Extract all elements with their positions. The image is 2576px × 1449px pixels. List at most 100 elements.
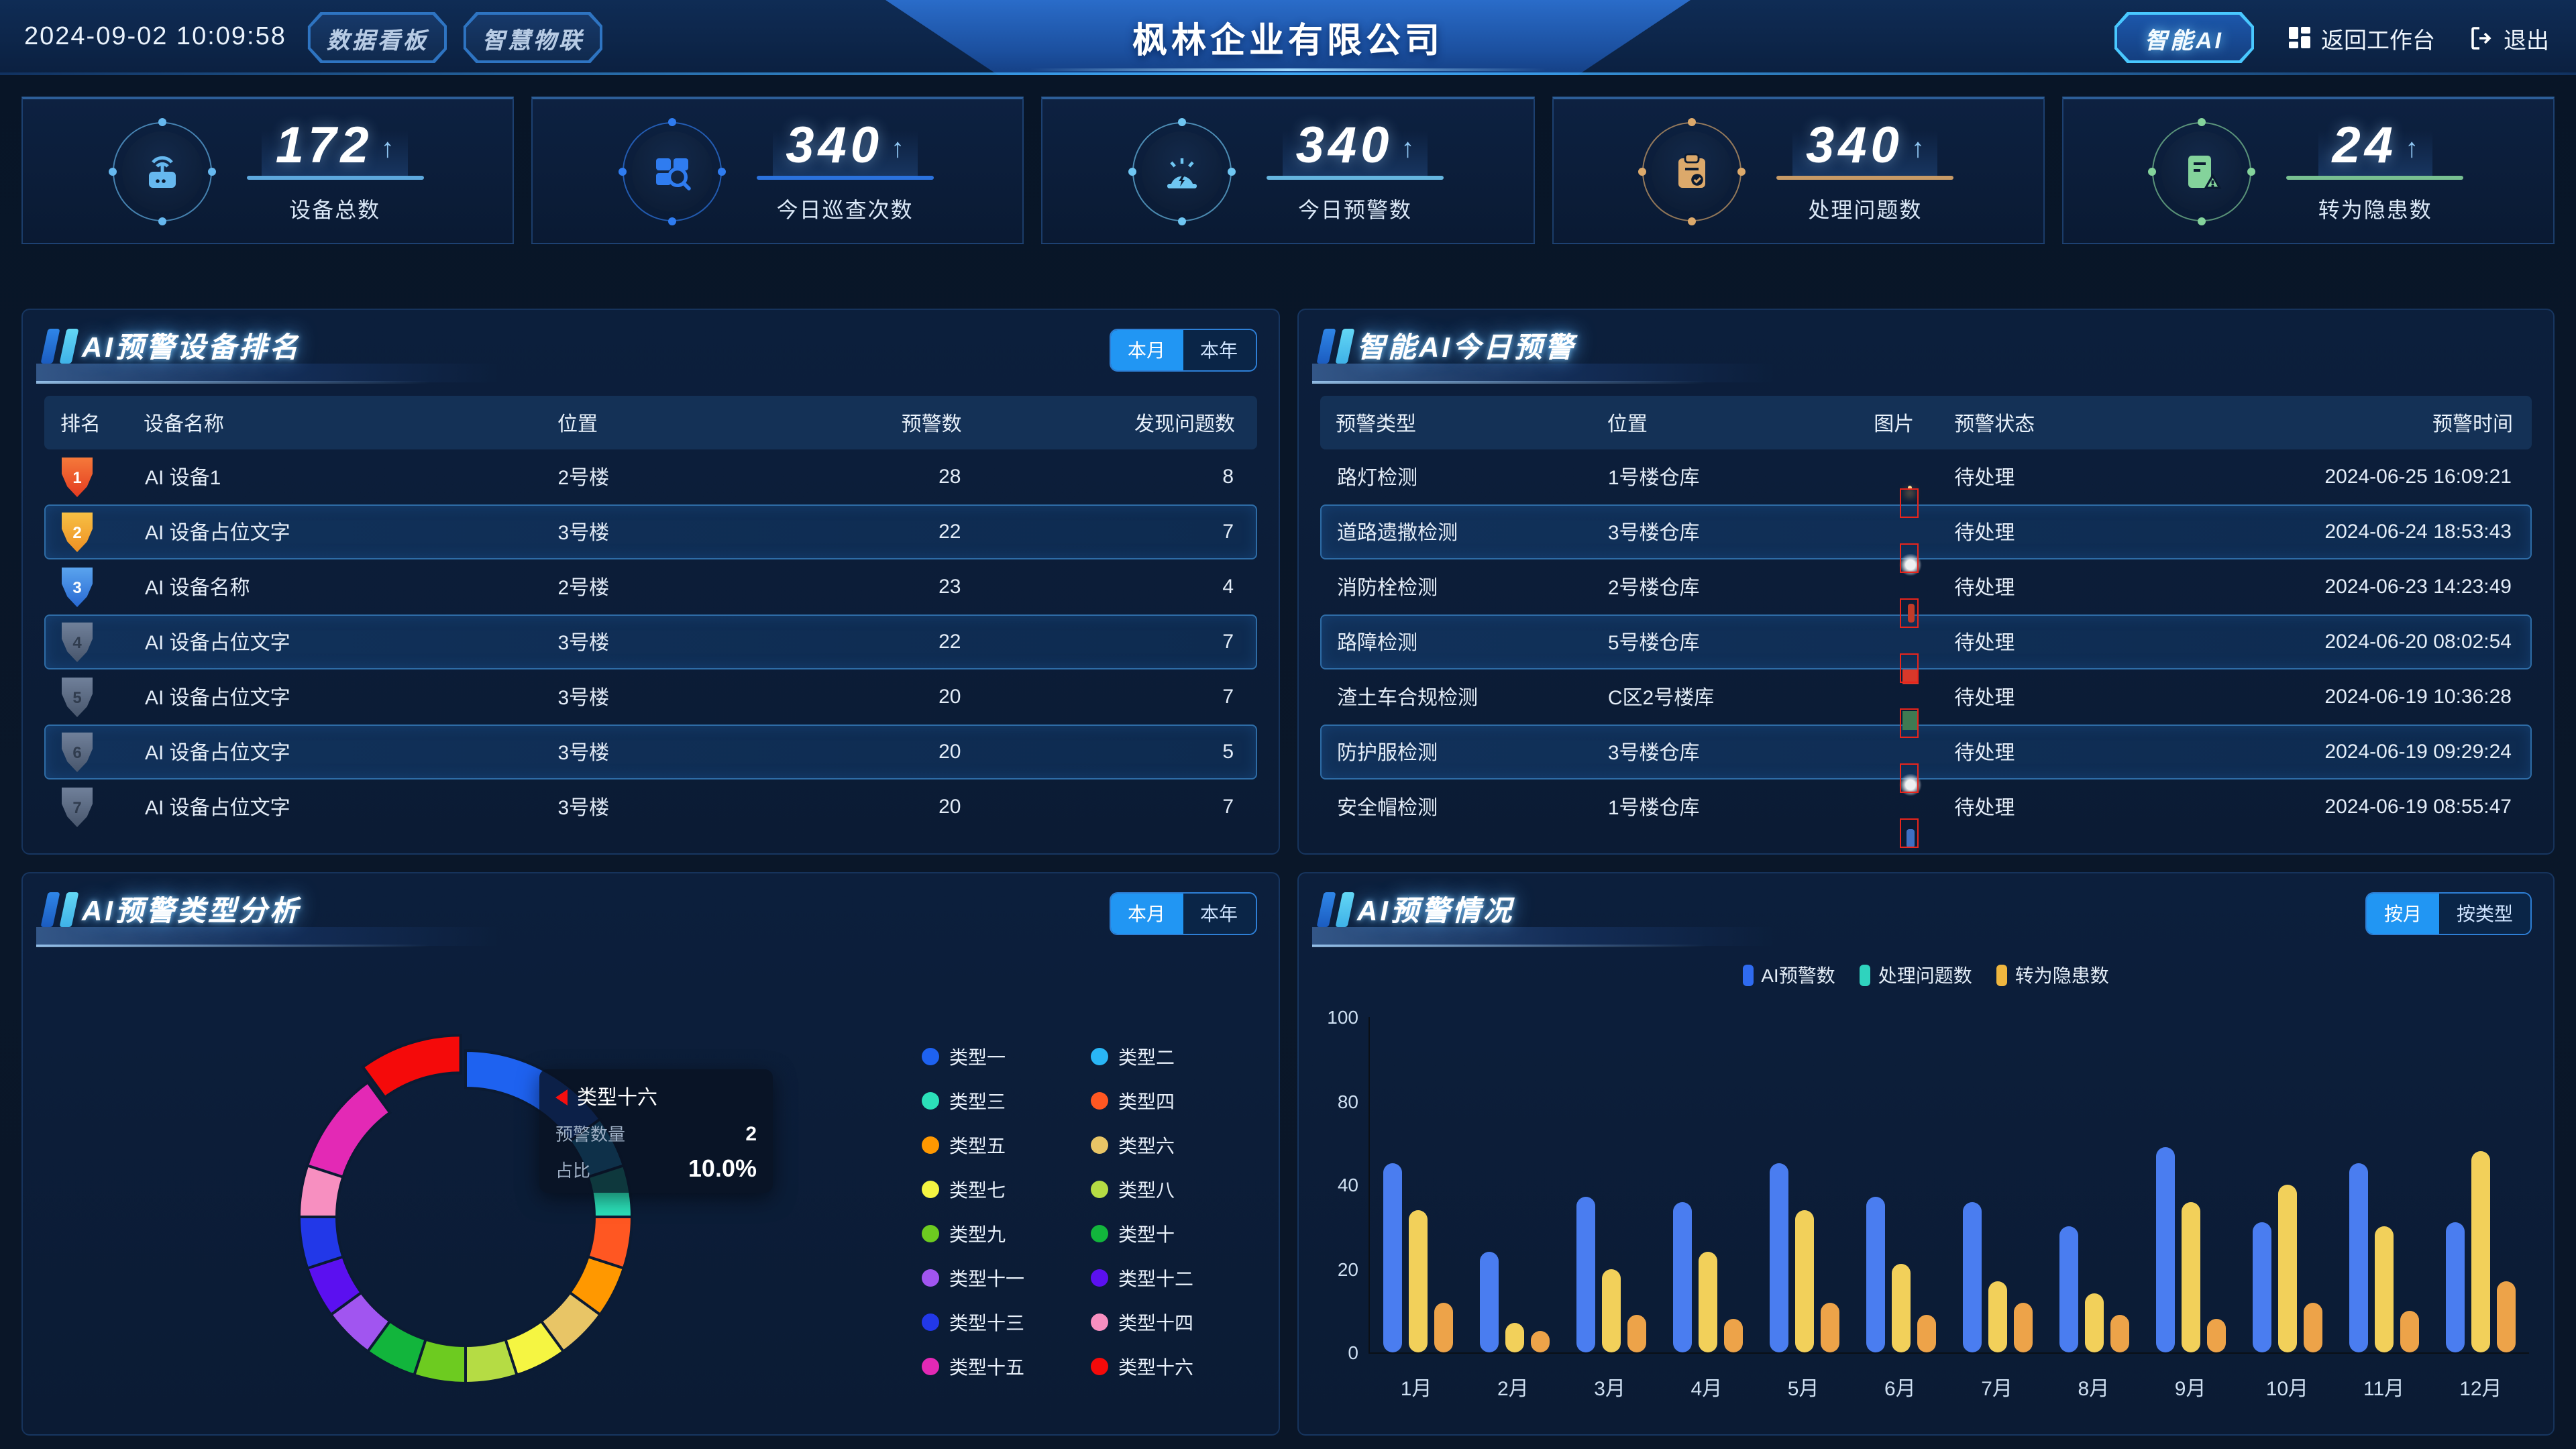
up-arrow-icon: ↑ [1401, 133, 1415, 163]
clipboard-icon [1652, 131, 1733, 211]
bar-AI预警数[interactable] [2252, 1222, 2271, 1352]
nav-button-data-board[interactable]: 数据看板 [307, 12, 447, 63]
bar-转为隐患数[interactable] [2400, 1310, 2419, 1352]
bar-AI预警数[interactable] [1769, 1163, 1788, 1352]
table-row[interactable]: 道路遗撒检测 3号楼仓库 待处理 2024-06-24 18:53:43 [1320, 504, 2532, 572]
table-row[interactable]: 7 AI 设备占位文字 3号楼 20 7 [44, 780, 1256, 835]
legend-item[interactable]: 类型六 [1090, 1123, 1248, 1167]
bar-AI预警数[interactable] [1866, 1197, 1885, 1352]
stat-label: 处理问题数 [1808, 199, 1923, 222]
legend-item[interactable]: 类型四 [1090, 1079, 1248, 1123]
bar-AI预警数[interactable] [2155, 1146, 2175, 1352]
tab-overview-0[interactable]: 按月 [2367, 894, 2439, 934]
bar-处理问题数[interactable] [1698, 1252, 1717, 1352]
legend-item[interactable]: 类型十六 [1090, 1344, 1248, 1389]
bar-AI预警数[interactable] [2446, 1222, 2465, 1352]
legend-item[interactable]: 类型十 [1090, 1212, 1248, 1256]
smart-ai-inner: 智能AI [2117, 15, 2251, 60]
logout-link[interactable]: 退出 [2470, 21, 2549, 54]
legend-item[interactable]: 类型九 [921, 1212, 1079, 1256]
bar-转为隐患数[interactable] [2497, 1281, 2516, 1352]
bar-转为隐患数[interactable] [1917, 1314, 1936, 1352]
legend-item[interactable]: 类型十四 [1090, 1300, 1248, 1344]
bar-转为隐患数[interactable] [1434, 1302, 1453, 1352]
bar-AI预警数[interactable] [1672, 1201, 1692, 1352]
bar-处理问题数[interactable] [2181, 1201, 2200, 1352]
bar-处理问题数[interactable] [2374, 1226, 2394, 1352]
stat-card: 340 ↑ 今日预警数 [1041, 97, 1535, 244]
legend-item[interactable]: 类型十一 [921, 1256, 1079, 1300]
bar-AI预警数[interactable] [1383, 1163, 1402, 1352]
workbench-label: 返回工作台 [2321, 28, 2435, 53]
warning-count: 20 [938, 796, 961, 818]
legend-item[interactable]: 类型二 [1090, 1034, 1248, 1079]
legend-label: 类型六 [1118, 1134, 1175, 1156]
workbench-grid-icon [2289, 27, 2310, 48]
bar-转为隐患数[interactable] [2206, 1319, 2226, 1352]
table-row[interactable]: 2 AI 设备占位文字 3号楼 22 7 [44, 504, 1256, 559]
bar-处理问题数[interactable] [2277, 1185, 2297, 1352]
ranking-period-tabs: 本月 本年 [1109, 329, 1256, 372]
table-row[interactable]: 5 AI 设备占位文字 3号楼 20 7 [44, 669, 1256, 724]
table-row[interactable]: 安全帽检测 1号楼仓库 待处理 2024-06-19 08:55:47 [1320, 780, 2532, 847]
warning-location: C区2号楼库 [1607, 687, 1715, 710]
bar-处理问题数[interactable] [1794, 1210, 1814, 1352]
donut-slice-类型十五[interactable] [305, 1080, 392, 1179]
donut-chart[interactable] [251, 1002, 680, 1432]
bar-转为隐患数[interactable] [2303, 1302, 2322, 1352]
legend-item[interactable]: 转为隐患数 [1996, 962, 2109, 989]
tab-ranking-0[interactable]: 本月 [1110, 330, 1183, 370]
legend-item[interactable]: 处理问题数 [1859, 962, 1972, 989]
table-row[interactable]: 1 AI 设备1 2号楼 28 8 [44, 449, 1256, 504]
table-row[interactable]: 渣土车合规检测 C区2号楼库 待处理 2024-06-19 10:36:28 [1320, 669, 2532, 737]
tab-ranking-1[interactable]: 本年 [1183, 330, 1255, 370]
bar-转为隐患数[interactable] [1530, 1331, 1550, 1352]
bar-处理问题数[interactable] [1891, 1264, 1911, 1352]
bar-处理问题数[interactable] [2471, 1151, 2491, 1352]
table-row[interactable]: 路障检测 5号楼仓库 待处理 2024-06-20 08:02:54 [1320, 614, 2532, 682]
bar-group-2月 [1466, 1017, 1562, 1352]
bar-处理问题数[interactable] [1988, 1281, 2007, 1352]
bar-转为隐患数[interactable] [2013, 1302, 2033, 1352]
table-row[interactable]: 6 AI 设备占位文字 3号楼 20 5 [44, 724, 1256, 780]
table-row[interactable]: 4 AI 设备占位文字 3号楼 22 7 [44, 614, 1256, 669]
table-row[interactable]: 路灯检测 1号楼仓库 待处理 2024-06-25 16:09:21 [1320, 449, 2532, 517]
bar-处理问题数[interactable] [1601, 1269, 1621, 1352]
legend-item[interactable]: 类型三 [921, 1079, 1079, 1123]
legend-item[interactable]: 类型七 [921, 1167, 1079, 1212]
bar-处理问题数[interactable] [1505, 1323, 1524, 1352]
legend-item[interactable]: 类型一 [921, 1034, 1079, 1079]
tab-type-0[interactable]: 本月 [1110, 894, 1183, 934]
bar-处理问题数[interactable] [1408, 1210, 1428, 1352]
legend-item[interactable]: 类型十五 [921, 1344, 1079, 1389]
legend-item[interactable]: 类型十二 [1090, 1256, 1248, 1300]
legend-item[interactable]: AI预警数 [1742, 962, 1835, 989]
bar-转为隐患数[interactable] [1820, 1302, 1839, 1352]
table-row[interactable]: 消防栓检测 2号楼仓库 待处理 2024-06-23 14:23:49 [1320, 559, 2532, 627]
bar-group-11月 [2336, 1017, 2432, 1352]
table-row[interactable]: 3 AI 设备名称 2号楼 23 4 [44, 559, 1256, 614]
bar-AI预警数[interactable] [1576, 1197, 1595, 1352]
table-row[interactable]: 防护服检测 3号楼仓库 待处理 2024-06-19 09:29:24 [1320, 724, 2532, 792]
stat-value: 340 [1806, 117, 1903, 174]
nav-button-smart-iot[interactable]: 智慧物联 [463, 12, 603, 63]
panel-header: AI预警情况 按月 按类型 [1298, 873, 2553, 949]
bar-AI预警数[interactable] [1962, 1201, 1982, 1352]
donut-slice-类型十六[interactable] [361, 1034, 462, 1099]
tab-type-1[interactable]: 本年 [1183, 894, 1255, 934]
bar-group-12月 [2432, 1017, 2529, 1352]
legend-item[interactable]: 类型十三 [921, 1300, 1079, 1344]
bar-处理问题数[interactable] [2084, 1293, 2104, 1352]
bar-转为隐患数[interactable] [2110, 1314, 2129, 1352]
bar-转为隐患数[interactable] [1627, 1314, 1646, 1352]
smart-ai-button[interactable]: 智能AI [2114, 12, 2254, 63]
workbench-link[interactable]: 返回工作台 [2289, 21, 2435, 54]
bar-转为隐患数[interactable] [1723, 1319, 1743, 1352]
warning-count: 22 [938, 631, 961, 653]
bar-AI预警数[interactable] [2349, 1163, 2368, 1352]
bar-AI预警数[interactable] [1479, 1252, 1499, 1352]
legend-item[interactable]: 类型八 [1090, 1167, 1248, 1212]
legend-item[interactable]: 类型五 [921, 1123, 1079, 1167]
tab-overview-1[interactable]: 按类型 [2439, 894, 2530, 934]
bar-AI预警数[interactable] [2059, 1226, 2078, 1352]
